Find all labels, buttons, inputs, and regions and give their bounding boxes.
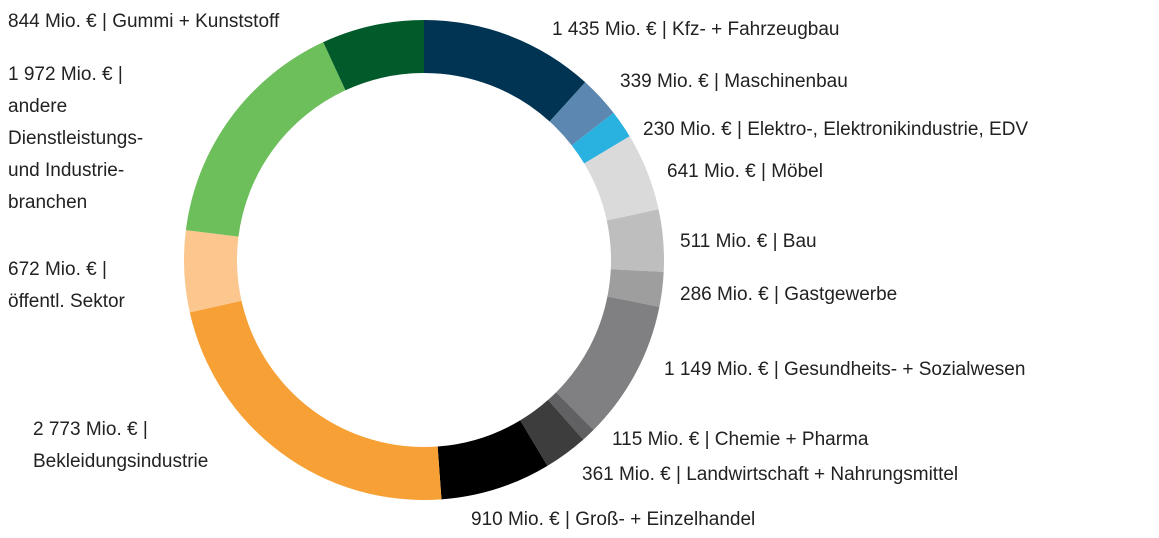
data-label: Dienstleistungs- (8, 128, 143, 149)
donut-slice (184, 230, 242, 313)
data-label: 1 149 Mio. € | Gesundheits- + Sozialwese… (664, 359, 1025, 380)
data-label: andere (8, 96, 67, 117)
donut-slice (571, 112, 630, 164)
donut-slice (606, 209, 664, 272)
data-label: 339 Mio. € | Maschinenbau (620, 71, 848, 92)
data-label: 286 Mio. € | Gastgewerbe (680, 284, 897, 305)
data-label: 672 Mio. € | (8, 259, 107, 280)
data-label: 844 Mio. € | Gummi + Kunststoff (8, 11, 280, 32)
donut-slice (424, 20, 586, 122)
donut-slice (548, 392, 594, 440)
donut-slice (323, 20, 424, 91)
donut-slice (584, 136, 659, 221)
data-label: öffentl. Sektor (8, 291, 126, 312)
donut-slice (520, 399, 584, 466)
data-label: 910 Mio. € | Groß- + Einzelhandel (471, 509, 755, 530)
donut-slice (607, 269, 664, 307)
donut-slice (437, 420, 548, 500)
data-label: 230 Mio. € | Elektro-, Elektronikindustr… (643, 119, 1028, 140)
data-label: 1 972 Mio. € | (8, 64, 123, 85)
data-label: 1 435 Mio. € | Kfz- + Fahrzeugbau (552, 19, 839, 40)
donut-slice (185, 42, 346, 237)
data-label: 2 773 Mio. € | (33, 419, 148, 440)
data-label: 361 Mio. € | Landwirtschaft + Nahrungsmi… (582, 464, 958, 485)
data-label: branchen (8, 192, 87, 213)
donut-slice (189, 300, 442, 500)
data-label: 115 Mio. € | Chemie + Pharma (612, 429, 869, 450)
data-label: 641 Mio. € | Möbel (667, 161, 823, 182)
donut-slice (549, 82, 614, 146)
data-label: Bekleidungsindustrie (33, 451, 208, 472)
donut-slice (556, 296, 660, 430)
data-label: 511 Mio. € | Bau (680, 231, 817, 252)
data-label: und Industrie- (8, 160, 124, 181)
